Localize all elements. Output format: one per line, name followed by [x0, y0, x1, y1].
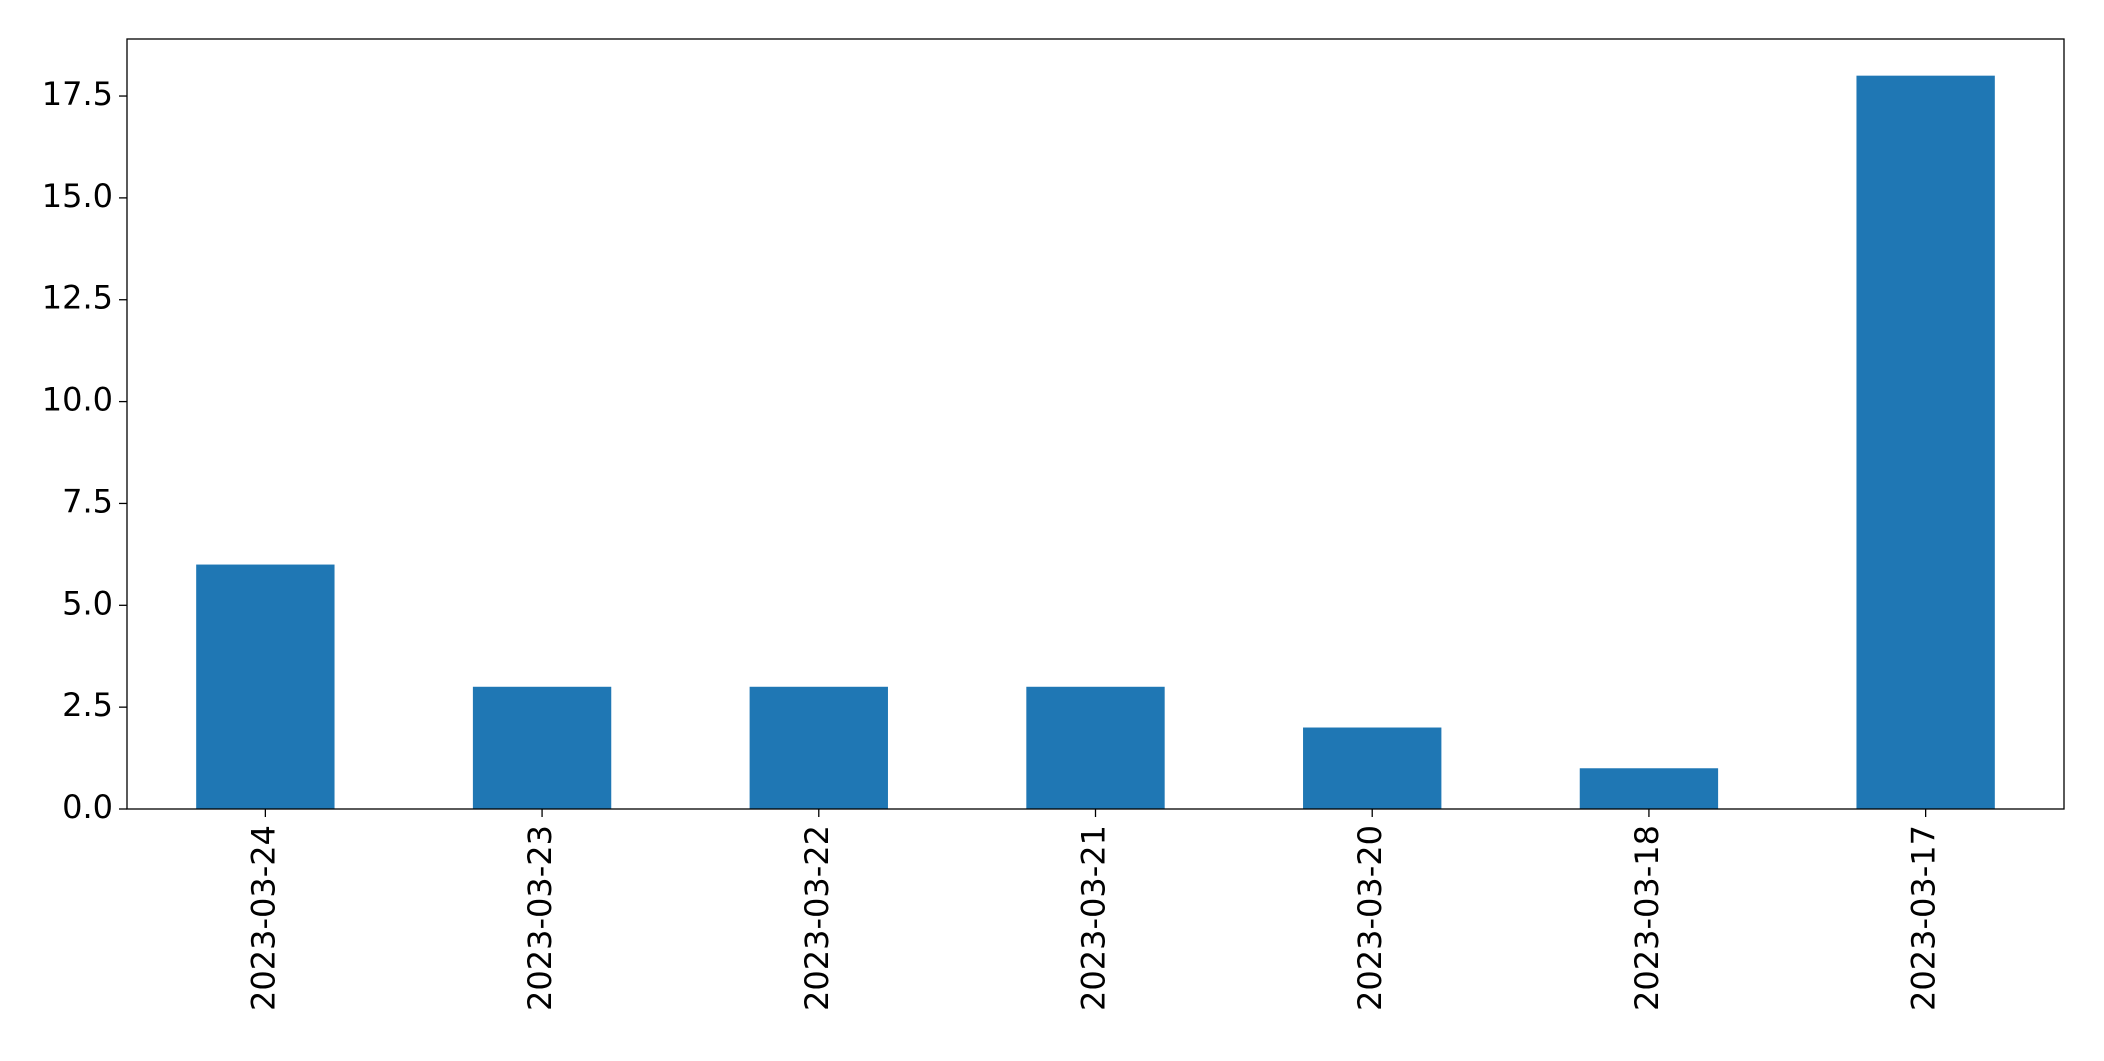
bar	[1579, 768, 1719, 809]
bar	[1856, 75, 1995, 809]
y-tick-label: 7.5	[62, 482, 113, 520]
x-tick-label: 2023-03-18	[1628, 825, 1666, 1011]
x-tick-label: 2023-03-20	[1351, 825, 1389, 1011]
plot-frame	[126, 38, 2065, 810]
y-tick-label: 0.0	[62, 788, 113, 826]
bar	[749, 686, 888, 809]
bar	[1026, 686, 1165, 809]
x-tick-label: 2023-03-21	[1075, 825, 1113, 1011]
y-tick-label: 10.0	[42, 381, 113, 419]
x-tick-label: 2023-03-17	[1905, 825, 1943, 1011]
y-tick-label: 2.5	[62, 686, 113, 724]
bar	[472, 686, 612, 809]
x-tick-label: 2023-03-22	[798, 825, 836, 1011]
y-tick-label: 17.5	[42, 75, 113, 113]
y-tick-label: 12.5	[42, 279, 113, 317]
y-tick-label: 5.0	[62, 584, 113, 622]
bar	[196, 564, 335, 809]
x-tick-label: 2023-03-23	[521, 825, 559, 1011]
x-tick-label: 2023-03-24	[244, 825, 282, 1011]
y-tick-label: 15.0	[42, 177, 113, 215]
bar	[1303, 727, 1442, 809]
